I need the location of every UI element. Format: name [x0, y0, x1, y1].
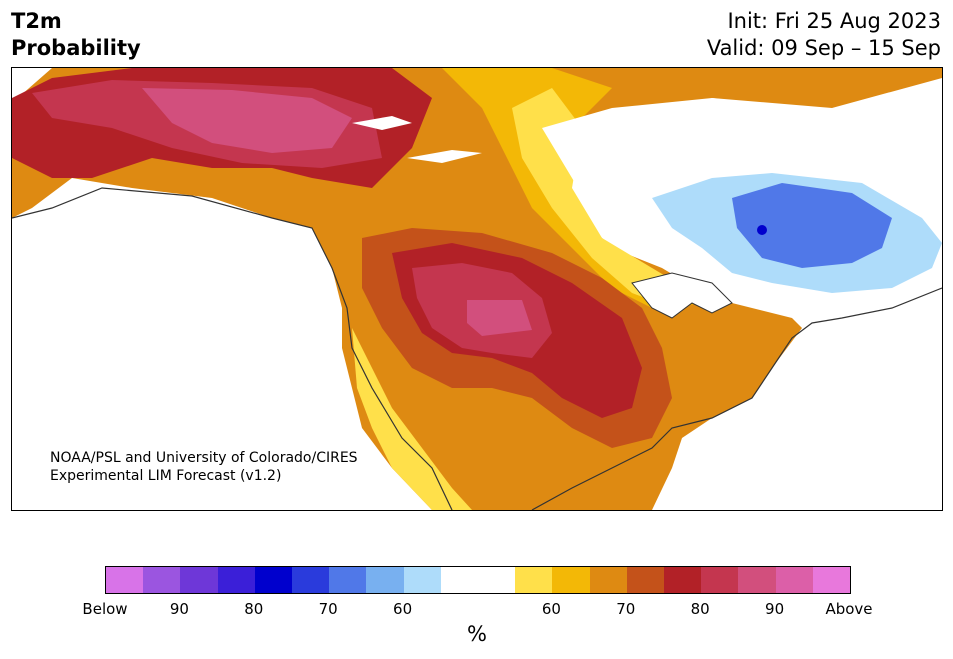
region-above-coast-yellow — [352, 328, 472, 510]
colorbar-swatch — [515, 567, 553, 593]
colorbar-tick-label: Below — [82, 600, 128, 618]
forecast-credit: NOAA/PSL and University of Colorado/CIRE… — [50, 449, 358, 485]
colorbar-swatch — [292, 567, 330, 593]
colorbar-swatch — [143, 567, 181, 593]
valid-range: Valid: 09 Sep – 15 Sep — [706, 36, 941, 60]
colorbar-tick-label: 90 — [169, 600, 189, 618]
colorbar-tick-label: 80 — [244, 600, 264, 618]
region-above-alaska-95 — [142, 88, 352, 153]
colorbar-swatch — [626, 567, 665, 593]
colorbar-swatch — [440, 567, 479, 593]
colorbar-swatch — [217, 567, 255, 593]
region-below-80-core — [757, 225, 767, 235]
colorbar-tick-label: 90 — [765, 600, 785, 618]
colorbar-tick-label: 70 — [318, 600, 338, 618]
colorbar-tick-label: 60 — [393, 600, 413, 618]
colorbar-swatch — [552, 567, 590, 593]
credit-line-2: Experimental LIM Forecast (v1.2) — [50, 468, 282, 484]
credit-line-1: NOAA/PSL and University of Colorado/CIRE… — [50, 450, 358, 466]
coastline — [12, 187, 942, 510]
init-date: Init: Fri 25 Aug 2023 — [727, 9, 941, 33]
colorbar-swatch — [329, 567, 367, 593]
colorbar-swatch — [775, 567, 813, 593]
colorbar-tick-label: 60 — [541, 600, 561, 618]
map-canvas — [12, 68, 942, 510]
colorbar-swatch — [478, 567, 516, 593]
colorbar-tick-label: 70 — [616, 600, 636, 618]
colorbar-swatch — [664, 567, 702, 593]
colorbar-swatch — [366, 567, 404, 593]
title-variable: T2m — [11, 9, 62, 33]
great-bear-lake — [407, 150, 482, 163]
colorbar-tick-label: Above — [825, 600, 873, 618]
title-product: Probability — [11, 36, 141, 60]
map-title: T2m Probability — [11, 8, 141, 62]
probability-colorbar — [105, 566, 851, 594]
colorbar-swatch — [180, 567, 218, 593]
colorbar-swatch — [589, 567, 627, 593]
colorbar-swatch — [403, 567, 441, 593]
great-slave-lake — [352, 116, 412, 130]
colorbar-swatch — [254, 567, 293, 593]
region-below-70 — [732, 183, 892, 268]
colorbar-tick-label: 80 — [690, 600, 710, 618]
colorbar-swatch — [812, 567, 851, 593]
great-lakes — [631, 272, 733, 319]
region-above-plains-95 — [467, 300, 532, 336]
region-above-50-60-west — [442, 68, 712, 308]
colorbar-swatch — [701, 567, 739, 593]
colorbar-unit: % — [467, 622, 487, 646]
colorbar-swatch — [738, 567, 776, 593]
probability-map: NOAA/PSL and University of Colorado/CIRE… — [11, 67, 943, 511]
colorbar-swatch — [106, 567, 144, 593]
forecast-dates: Init: Fri 25 Aug 2023 Valid: 09 Sep – 15… — [707, 8, 941, 62]
